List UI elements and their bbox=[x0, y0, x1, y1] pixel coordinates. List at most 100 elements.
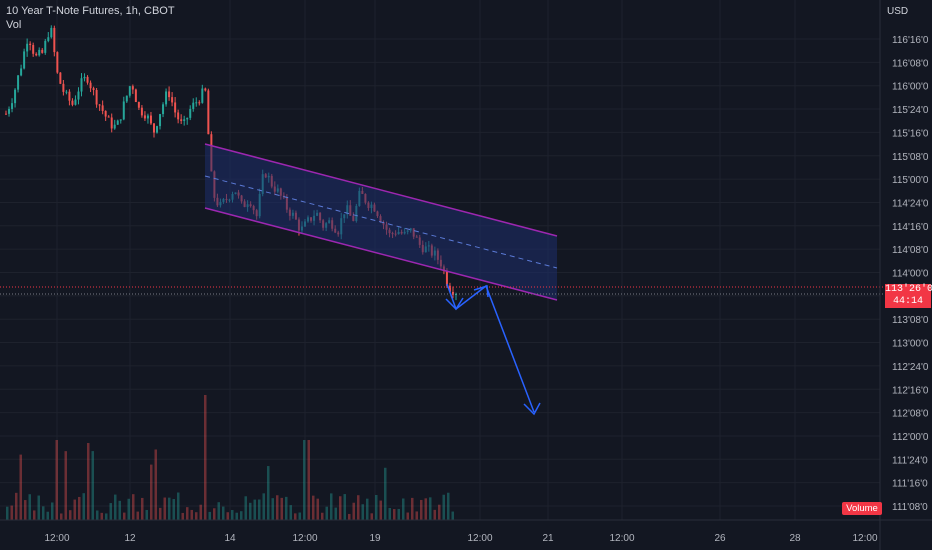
volume-bar bbox=[307, 440, 310, 520]
volume-bar bbox=[127, 498, 130, 520]
volume-bar bbox=[276, 495, 279, 520]
volume-bar bbox=[163, 497, 166, 520]
candle-body bbox=[119, 119, 122, 121]
candle-body bbox=[59, 72, 62, 84]
x-tick-label: 12:00 bbox=[292, 533, 317, 544]
volume-bar bbox=[60, 513, 63, 520]
volume-bar bbox=[271, 498, 274, 520]
volume-bar bbox=[397, 508, 400, 520]
volume-bar bbox=[226, 512, 229, 520]
x-tick-label: 12:00 bbox=[44, 533, 69, 544]
volume-bar bbox=[343, 494, 346, 520]
y-tick-label: 114'16'0 bbox=[892, 222, 929, 233]
volume-bar bbox=[73, 499, 76, 520]
y-tick-label: 112'08'0 bbox=[892, 409, 929, 420]
volume-bar bbox=[145, 509, 148, 520]
x-tick-label: 12:00 bbox=[852, 533, 877, 544]
candle-body bbox=[168, 91, 171, 98]
y-tick-label: 115'00'0 bbox=[892, 175, 929, 186]
volume-bar bbox=[357, 495, 360, 520]
volume-bar bbox=[447, 492, 450, 520]
candle-body bbox=[89, 82, 92, 89]
candle-body bbox=[23, 51, 26, 69]
candle-body bbox=[174, 102, 177, 113]
y-tick-label: 114'00'0 bbox=[892, 269, 929, 280]
candle-body bbox=[83, 76, 86, 79]
volume-bar bbox=[222, 506, 225, 520]
candle-body bbox=[56, 52, 59, 73]
volume-indicator-label[interactable]: Vol bbox=[6, 19, 22, 31]
candle-body bbox=[134, 89, 137, 103]
y-tick-label: 113'00'0 bbox=[892, 339, 929, 350]
candle-body bbox=[177, 112, 180, 120]
y-tick-label: 116'08'0 bbox=[892, 58, 929, 69]
x-tick-label: 21 bbox=[542, 533, 554, 544]
candle-body bbox=[189, 108, 192, 118]
last-price-badge: 113'26'0 bbox=[885, 284, 932, 296]
candle-body bbox=[116, 120, 119, 125]
candle-body bbox=[17, 75, 20, 90]
y-tick-label: 114'08'0 bbox=[892, 245, 929, 256]
volume-bar bbox=[69, 510, 72, 520]
countdown-badge: 44:14 bbox=[885, 296, 931, 308]
candle-body bbox=[107, 116, 110, 118]
candle-body bbox=[171, 97, 174, 103]
volume-bar bbox=[15, 492, 18, 520]
volume-bar bbox=[334, 507, 337, 520]
x-tick-label: 14 bbox=[224, 533, 236, 544]
candle-body bbox=[156, 126, 159, 133]
candle-body bbox=[65, 91, 68, 93]
candle-body bbox=[74, 99, 77, 105]
volume-bar bbox=[370, 513, 373, 520]
volume-bar bbox=[402, 498, 405, 520]
volume-bar bbox=[208, 511, 211, 520]
volume-bar bbox=[190, 509, 193, 520]
volume-bar bbox=[64, 451, 67, 520]
volume-bar bbox=[231, 510, 234, 520]
candle-body bbox=[68, 91, 71, 101]
volume-bar bbox=[24, 500, 27, 520]
arrow-head-2 bbox=[473, 285, 489, 298]
y-tick-label: 113'08'0 bbox=[892, 315, 929, 326]
candle-body bbox=[26, 43, 29, 52]
candle-body bbox=[113, 124, 116, 129]
volume-bar bbox=[429, 497, 432, 520]
candle-body bbox=[140, 107, 143, 116]
candle-body bbox=[62, 83, 65, 92]
volume-bar bbox=[186, 507, 189, 520]
volume-bar bbox=[438, 504, 441, 520]
y-tick-label: 116'00'0 bbox=[892, 82, 929, 93]
volume-bar bbox=[87, 443, 90, 520]
volume-bar bbox=[51, 502, 54, 520]
candle-body bbox=[104, 110, 107, 117]
volume-bar bbox=[55, 440, 58, 520]
volume-bar bbox=[141, 497, 144, 520]
y-tick-label: 115'08'0 bbox=[892, 152, 929, 163]
projection-path bbox=[446, 283, 535, 413]
volume-bar bbox=[150, 464, 153, 520]
candle-body bbox=[110, 117, 113, 129]
volume-bar bbox=[100, 512, 103, 520]
volume-bar bbox=[136, 511, 139, 520]
candle-body bbox=[8, 108, 11, 114]
volume-bar bbox=[10, 505, 13, 520]
volume-bar bbox=[253, 499, 256, 520]
volume-bar bbox=[366, 498, 369, 520]
x-tick-label: 12:00 bbox=[467, 533, 492, 544]
y-tick-label: 112'16'0 bbox=[892, 385, 929, 396]
volume-bar bbox=[415, 511, 418, 520]
y-tick-label: 115'16'0 bbox=[892, 128, 929, 139]
volume-bar bbox=[393, 509, 396, 520]
channel-upper-line bbox=[204, 143, 558, 237]
candle-body bbox=[35, 53, 38, 56]
volume-bar bbox=[244, 496, 247, 520]
volume-bar bbox=[109, 503, 112, 520]
volume-bar bbox=[375, 495, 378, 520]
volume-bar bbox=[19, 454, 22, 520]
candle-body bbox=[53, 27, 56, 53]
candle-body bbox=[207, 90, 210, 135]
candle-body bbox=[14, 89, 17, 104]
volume-bar bbox=[235, 512, 238, 520]
volume-bar bbox=[280, 497, 283, 520]
